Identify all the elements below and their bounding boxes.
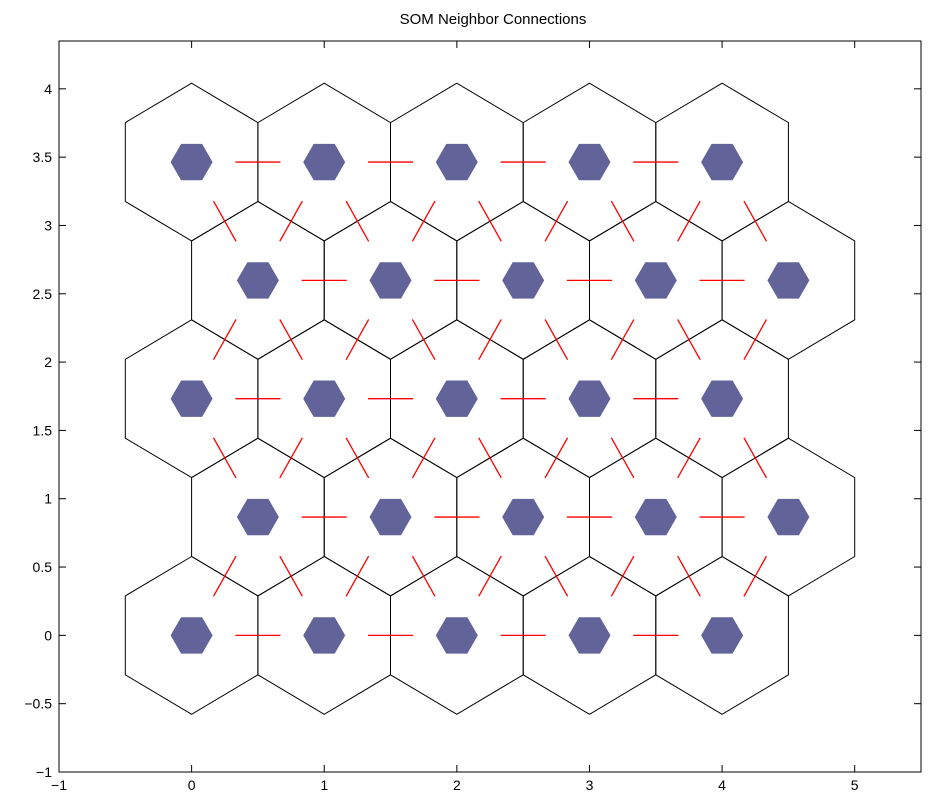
x-tick-label: 0 bbox=[188, 777, 196, 793]
neighbor-connection-line bbox=[743, 319, 768, 360]
neighbor-connection-line bbox=[411, 319, 436, 360]
neighbor-connection-line bbox=[677, 200, 701, 242]
y-tick-label: 3.5 bbox=[33, 149, 53, 165]
neuron-marker bbox=[634, 262, 677, 299]
y-tick-label: 0 bbox=[44, 627, 52, 643]
neighbor-connection-line bbox=[743, 200, 768, 242]
neighbor-connection-line bbox=[279, 555, 303, 597]
neuron-markers bbox=[170, 143, 810, 654]
neighbor-connection-line bbox=[212, 319, 237, 360]
neighbor-connection-line bbox=[478, 555, 502, 597]
hex-cell-outline bbox=[655, 82, 789, 242]
neighbor-connection-line bbox=[544, 437, 569, 479]
neuron-marker bbox=[303, 143, 346, 181]
x-tick-label: 3 bbox=[586, 777, 594, 793]
neuron-marker bbox=[502, 498, 545, 536]
y-tick-label: 2 bbox=[44, 354, 52, 370]
neighbor-connection-line bbox=[411, 200, 436, 242]
x-axis: −1 0 1 2 3 4 5 bbox=[51, 41, 859, 793]
neighbor-connection-line bbox=[345, 319, 370, 360]
neighbor-connection-line bbox=[345, 437, 370, 479]
plot-area bbox=[58, 40, 922, 773]
neighbor-connection-line bbox=[478, 200, 502, 242]
neighbor-connection-line bbox=[212, 555, 237, 597]
y-tick-label: −1 bbox=[36, 764, 52, 780]
neuron-marker bbox=[568, 143, 611, 181]
neighbor-connection-line bbox=[212, 200, 237, 242]
neighbor-connection-line bbox=[411, 437, 436, 479]
neuron-marker bbox=[701, 617, 744, 654]
y-tick-label: 3 bbox=[44, 217, 52, 233]
y-tick-label: 1.5 bbox=[33, 422, 53, 438]
y-axis: −1 −0.5 0 0.5 1 1.5 2 2.5 3 3.5 4 bbox=[24, 81, 921, 780]
neuron-marker bbox=[303, 617, 346, 654]
neuron-marker bbox=[170, 617, 213, 654]
neighbor-connection-line bbox=[677, 437, 701, 479]
neuron-marker bbox=[369, 498, 412, 536]
neuron-marker bbox=[435, 143, 478, 181]
neighbor-connections bbox=[212, 161, 768, 637]
neighbor-connection-line bbox=[478, 437, 502, 479]
neighbor-connection-line bbox=[544, 555, 569, 597]
neighbor-connection-line bbox=[478, 319, 502, 360]
neuron-marker bbox=[568, 617, 611, 654]
hex-cell-outlines bbox=[124, 82, 856, 715]
neighbor-connection-line bbox=[610, 200, 635, 242]
neighbor-connection-line bbox=[345, 200, 370, 242]
neighbor-connection-line bbox=[743, 437, 768, 479]
neighbor-connection-line bbox=[743, 555, 768, 597]
neuron-marker bbox=[767, 498, 810, 536]
neighbor-connection-line bbox=[610, 319, 635, 360]
neuron-marker bbox=[701, 380, 744, 417]
x-tick-label: −1 bbox=[51, 777, 67, 793]
x-tick-label: 2 bbox=[453, 777, 461, 793]
neuron-marker bbox=[236, 498, 279, 536]
neighbor-connection-line bbox=[279, 437, 303, 479]
y-tick-label: −0.5 bbox=[24, 696, 52, 712]
neighbor-connection-line bbox=[279, 319, 303, 360]
neuron-marker bbox=[435, 380, 478, 417]
x-tick-label: 5 bbox=[851, 777, 859, 793]
neuron-marker bbox=[170, 143, 213, 181]
chart-title: SOM Neighbor Connections bbox=[400, 11, 587, 28]
neuron-marker bbox=[634, 498, 677, 536]
y-tick-label: 1 bbox=[44, 491, 52, 507]
neighbor-connection-line bbox=[411, 555, 436, 597]
y-tick-label: 2.5 bbox=[33, 286, 53, 302]
neighbor-connection-line bbox=[677, 555, 701, 597]
neighbor-connection-line bbox=[212, 437, 237, 479]
neuron-marker bbox=[502, 262, 545, 299]
y-tick-label: 0.5 bbox=[33, 559, 53, 575]
neighbor-connection-line bbox=[610, 437, 635, 479]
neuron-marker bbox=[303, 380, 346, 417]
neuron-marker bbox=[435, 617, 478, 654]
neighbor-connection-line bbox=[345, 555, 370, 597]
neuron-marker bbox=[767, 262, 810, 299]
neighbor-connection-line bbox=[544, 200, 569, 242]
x-tick-label: 1 bbox=[320, 777, 328, 793]
neuron-marker bbox=[369, 262, 412, 299]
neighbor-connection-line bbox=[610, 555, 635, 597]
neighbor-connection-line bbox=[279, 200, 303, 242]
neuron-marker bbox=[170, 380, 213, 417]
x-tick-label: 4 bbox=[718, 777, 726, 793]
neighbor-connection-line bbox=[677, 319, 701, 360]
y-tick-label: 4 bbox=[44, 81, 52, 97]
neuron-marker bbox=[568, 380, 611, 417]
neuron-marker bbox=[701, 143, 744, 181]
neuron-marker bbox=[236, 262, 279, 299]
neighbor-connection-line bbox=[544, 319, 569, 360]
